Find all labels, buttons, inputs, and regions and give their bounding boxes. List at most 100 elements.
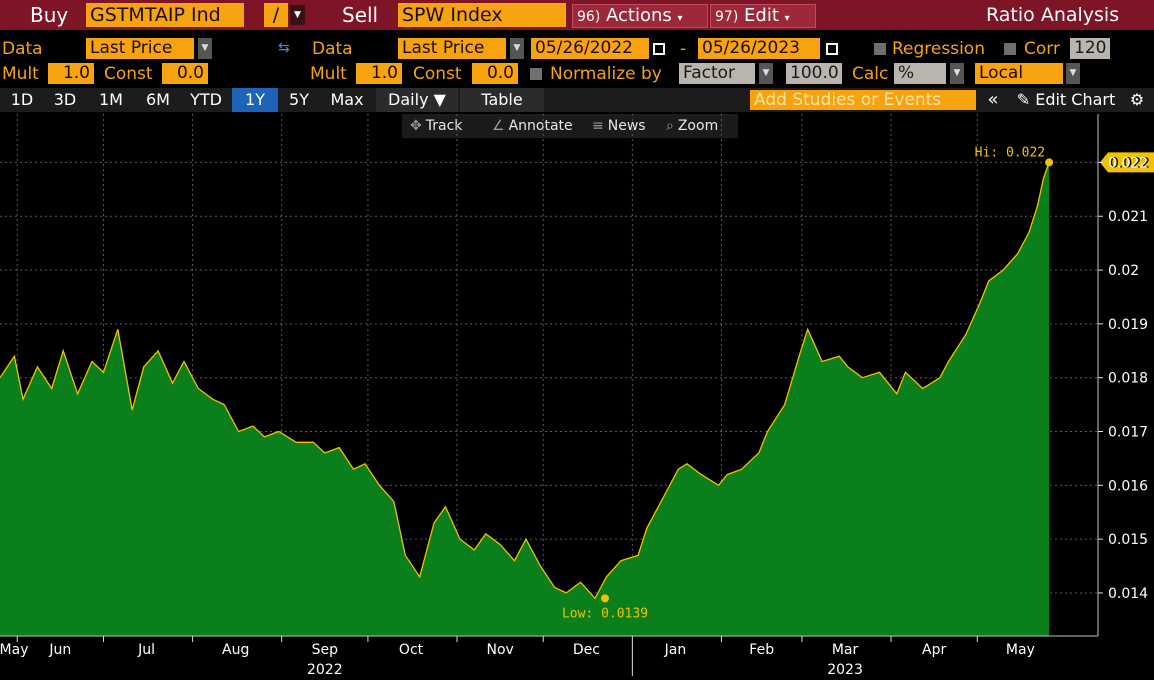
calc-select[interactable]: % [894, 63, 946, 84]
right-mult-label: Mult [310, 64, 347, 84]
normalize-label: Normalize by [550, 64, 662, 84]
chevron-down-icon[interactable]: ▼ [1066, 63, 1080, 84]
left-mult-label: Mult [2, 64, 39, 84]
edit-chart-button[interactable]: ✎ Edit Chart [1016, 90, 1116, 109]
y-tick-label: 0.022 [1108, 155, 1148, 171]
frequency-dropdown[interactable]: Daily ▼ [376, 88, 458, 112]
period-toolbar: 1D 3D 1M 6M YTD 1Y 5Y Max Daily ▼ Table … [0, 88, 1154, 112]
chevron-down-icon[interactable]: ▼ [950, 63, 964, 84]
news-icon: ≡ [592, 118, 604, 134]
x-tick-label: Jul [137, 642, 155, 658]
start-date-field[interactable]: 05/26/2022 [531, 38, 649, 59]
period-tab-1m[interactable]: 1M [99, 90, 123, 109]
factor-field[interactable]: 100.0 [786, 63, 842, 84]
right-const-label: Const [413, 64, 462, 84]
period-tab-ytd[interactable]: YTD [190, 90, 222, 109]
x-tick-label: Mar [832, 642, 859, 658]
regression-label: Regression [892, 39, 985, 59]
end-date-field[interactable]: 05/26/2023 [698, 38, 820, 59]
period-tab-3d[interactable]: 3D [53, 90, 77, 109]
left-const-label: Const [104, 64, 153, 84]
right-const-field[interactable]: 0.0 [472, 63, 518, 84]
buy-security-field[interactable]: GSTMTAIP Ind [86, 3, 244, 27]
y-axis: 0.014 0.015 0.016 0.017 0.018 0.019 0.02 0.021 0… [1098, 155, 1148, 602]
x-axis: May Jun Jul Aug Sep Oct Nov Dec Jan Feb Mar Apr May 2… [0, 636, 1035, 678]
normalize-checkbox[interactable] [530, 68, 542, 80]
zoom-tool[interactable]: ⌕ Zoom [666, 118, 719, 134]
year-label: 2022 [307, 662, 343, 678]
chevron-down-icon: ▾ [784, 13, 790, 24]
currency-select[interactable]: Local [975, 63, 1063, 84]
settings-panel: Data Last Price ▼ ⇆ Data Last Price ▼ 05… [0, 36, 1154, 88]
news-tool[interactable]: ≡ News [592, 118, 646, 134]
corr-window-field[interactable]: 120 [1070, 38, 1110, 59]
hi-point [1045, 158, 1054, 167]
x-tick-label: May [0, 642, 28, 658]
ratio-area [0, 162, 1050, 636]
right-mult-field[interactable]: 1.0 [356, 63, 402, 84]
title-bar: Buy GSTMTAIP Ind / ▼ Sell SPW Index 96) … [0, 0, 1154, 30]
x-tick-label: Feb [749, 642, 774, 658]
add-studies-input[interactable]: Add Studies or Events [750, 90, 976, 110]
period-tab-5y[interactable]: 5Y [289, 90, 309, 109]
x-tick-label: Jun [48, 642, 71, 658]
period-tab-6m[interactable]: 6M [146, 90, 170, 109]
y-tick-label: 0.015 [1108, 532, 1148, 548]
left-data-select[interactable]: Last Price [86, 38, 194, 59]
operator-field[interactable]: / [264, 3, 288, 27]
ratio-line [0, 162, 1050, 600]
gear-icon[interactable]: ⚙ [1129, 90, 1145, 109]
calendar-icon[interactable] [653, 43, 665, 55]
chevron-down-icon[interactable]: ▼ [510, 38, 524, 59]
sell-security-field[interactable]: SPW Index [398, 3, 566, 27]
chevron-down-icon: ▾ [677, 13, 683, 24]
buy-label: Buy [30, 3, 69, 27]
x-tick-label: Dec [573, 642, 600, 658]
table-button[interactable]: Table [460, 88, 544, 112]
last-value-tag [1100, 152, 1154, 173]
left-data-label: Data [2, 39, 43, 59]
x-tick-label: Aug [222, 642, 249, 658]
edit-menu[interactable]: 97) Edit ▾ [710, 4, 816, 28]
right-data-select[interactable]: Last Price [398, 38, 506, 59]
track-tool[interactable]: ✥ Track [410, 118, 463, 134]
normalize-select[interactable]: Factor [679, 63, 755, 84]
x-tick-label: May [1006, 642, 1035, 658]
y-tick-label: 0.016 [1108, 478, 1148, 494]
page-title: Ratio Analysis [986, 4, 1120, 26]
corr-label: Corr [1024, 39, 1060, 59]
low-label: Low: 0.0139 [562, 606, 648, 621]
calendar-icon[interactable] [826, 43, 838, 55]
chevron-down-icon[interactable]: ▼ [198, 38, 212, 59]
operator-dropdown-icon[interactable]: ▼ [290, 5, 305, 25]
x-tick-label: Apr [922, 642, 946, 658]
y-tick-label: 0.017 [1108, 425, 1148, 441]
chart-marks: Hi: 0.022 Low: 0.0139 0.022 [562, 145, 1154, 621]
regression-checkbox[interactable] [874, 43, 886, 55]
y-tick-label: 0.021 [1108, 209, 1148, 225]
chart-tools: ✥ Track ∠ Annotate ≡ News ⌕ Zoom [402, 114, 738, 138]
left-const-field[interactable]: 0.0 [162, 63, 208, 84]
period-tab-max[interactable]: Max [330, 90, 364, 109]
last-value-label: 0.022 [1110, 155, 1150, 171]
chevron-down-icon[interactable]: ▼ [759, 63, 773, 84]
y-tick-label: 0.014 [1108, 586, 1148, 602]
caret-down-icon: ▼ [433, 90, 446, 109]
pencil-icon: ✎ [1016, 90, 1031, 109]
x-tick-label: Nov [486, 642, 513, 658]
sell-label: Sell [342, 3, 379, 27]
period-tab-1y[interactable]: 1Y [232, 88, 278, 112]
period-tab-1d[interactable]: 1D [10, 90, 34, 109]
left-mult-field[interactable]: 1.0 [48, 63, 94, 84]
y-tick-label: 0.02 [1108, 263, 1139, 279]
year-label: 2023 [827, 662, 863, 678]
y-tick-label: 0.018 [1108, 371, 1148, 387]
swap-icon[interactable]: ⇆ [278, 40, 290, 56]
corr-checkbox[interactable] [1004, 43, 1016, 55]
right-data-label: Data [312, 39, 353, 59]
annotate-tool[interactable]: ∠ Annotate [492, 118, 573, 134]
collapse-icon[interactable]: « [987, 89, 999, 110]
actions-menu[interactable]: 96) Actions ▾ [572, 4, 708, 28]
date-separator: - [680, 39, 687, 59]
